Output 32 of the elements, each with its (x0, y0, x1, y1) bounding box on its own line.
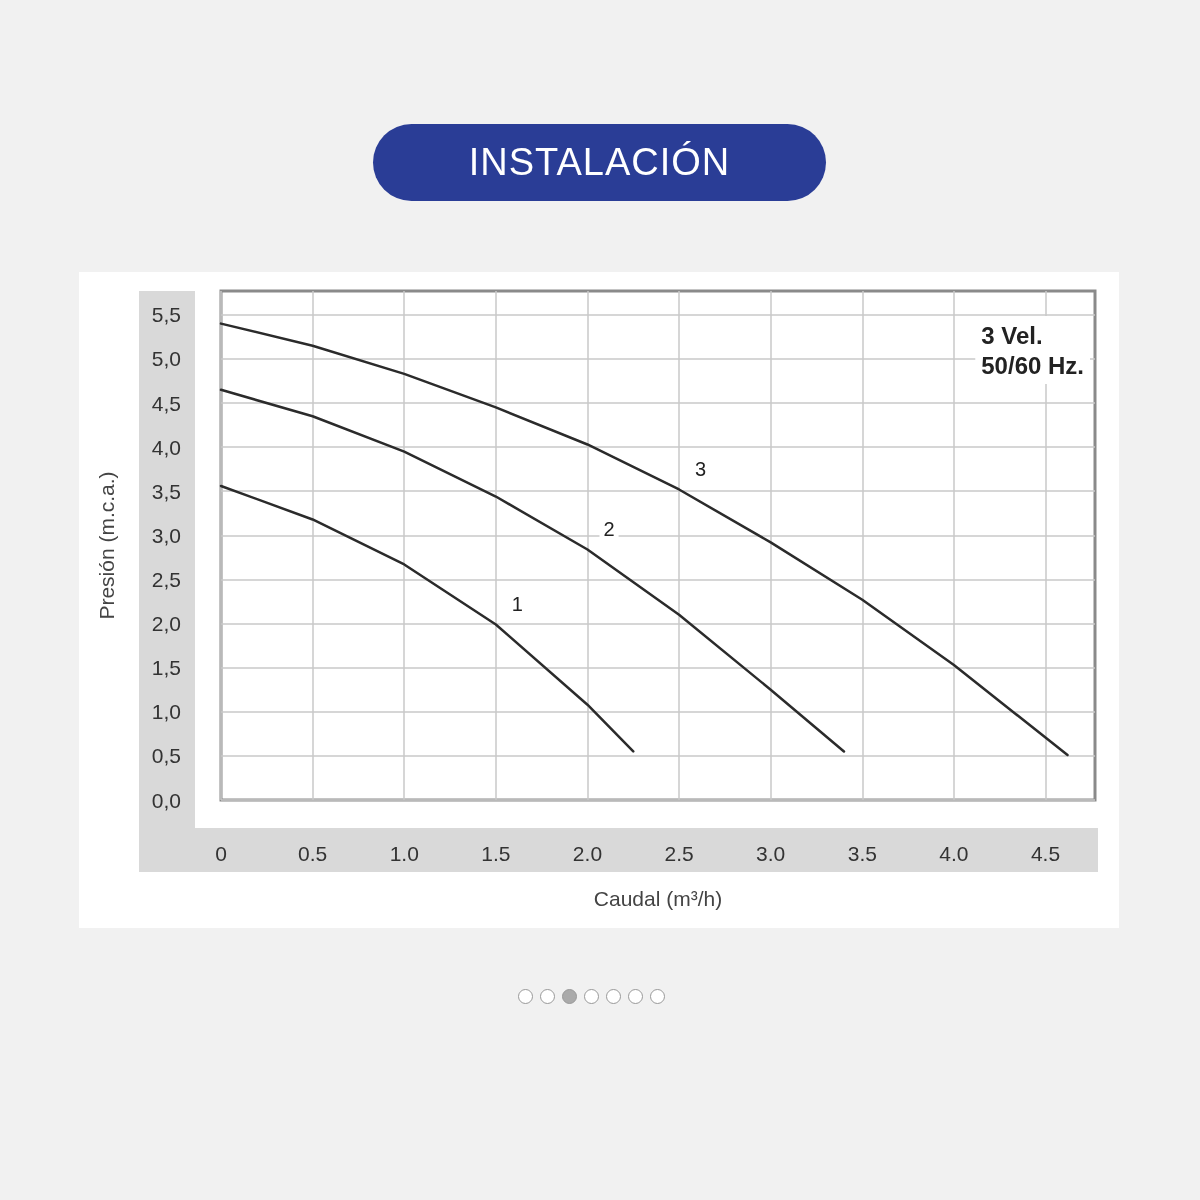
y-tick-label: 1,0 (151, 700, 181, 724)
annotation: 3 Vel. (981, 321, 1043, 349)
y-tick-label: 3,5 (151, 479, 181, 503)
y-tick-label: 0,5 (151, 744, 181, 768)
chart-title: INSTALACIÓN (373, 124, 826, 201)
y-tick-label: 2,0 (151, 612, 181, 636)
x-tick-label: 0 (215, 842, 227, 865)
series-label: 2 (603, 518, 615, 541)
line-series (219, 388, 846, 753)
x-tick-label: 1.5 (481, 842, 511, 865)
annotation: 50/60 Hz. (981, 351, 1085, 379)
y-tick-label: 3,0 (151, 523, 181, 547)
x-tick-label: 2.0 (572, 842, 603, 865)
x-tick-label: 3.0 (756, 842, 786, 865)
x-tick-label: 2.5 (664, 842, 694, 865)
x-tick-label: 4.5 (1030, 842, 1061, 865)
x-tick-label: 1.0 (389, 842, 419, 865)
line-series (219, 484, 635, 753)
x-tick-label: 3.5 (847, 842, 877, 865)
x-tick-label: 0.5 (298, 842, 328, 865)
y-tick-label: 5,0 (151, 347, 181, 371)
series-label: 3 (695, 458, 707, 481)
y-tick-label: 1,5 (151, 656, 181, 680)
y-tick-label: 0,0 (151, 788, 181, 812)
y-axis-title: Presión (m.c.a.) (95, 471, 118, 620)
y-tick-label: 5,5 (151, 303, 181, 327)
y-tick-label: 4,5 (151, 391, 181, 415)
y-tick-label: 2,5 (151, 567, 181, 591)
x-axis-title: Caudal (m³/h) (593, 887, 723, 910)
x-tick-label: 4.0 (939, 842, 969, 865)
y-tick-label: 4,0 (151, 435, 181, 459)
series-label: 1 (511, 593, 523, 616)
